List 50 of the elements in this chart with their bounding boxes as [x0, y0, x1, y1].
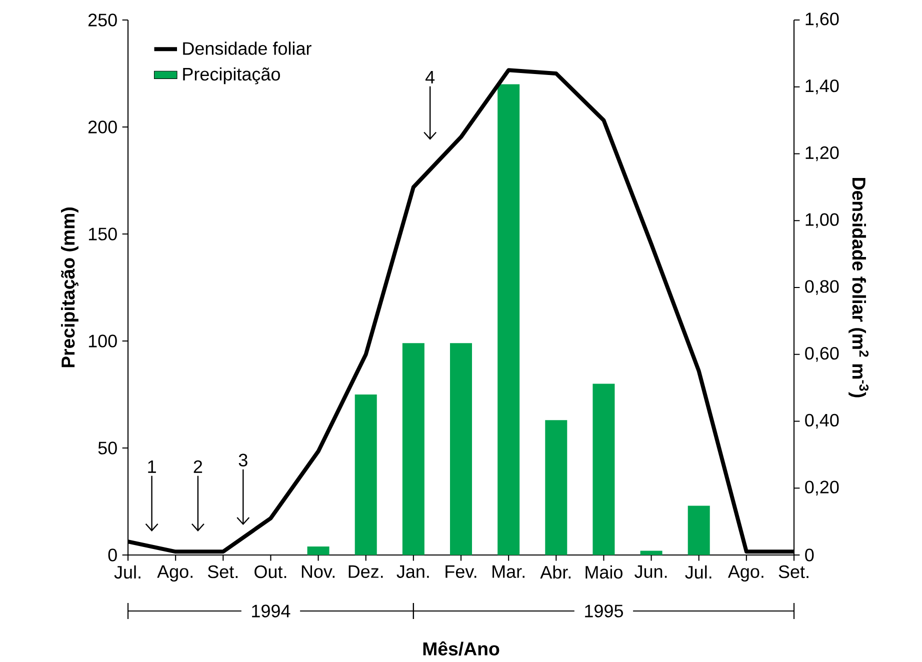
y2-tick-label: 0,20	[805, 480, 839, 496]
y2-axis-title: Densidade foliar (m$^{2}$ m$^{-3}$)	[848, 178, 869, 398]
y2-tick-label: 0	[805, 548, 814, 562]
y-tick-label: 100	[88, 334, 117, 348]
x-tick-label: Jan.	[396, 565, 429, 578]
x-tick-label: Maio	[586, 565, 622, 579]
y-tick-label: 50	[98, 442, 117, 454]
x-tick-label: Mar.	[492, 565, 524, 578]
x-tick-label: Dez.	[348, 565, 383, 578]
bar	[545, 420, 568, 555]
y2-tick-label: 1,00	[806, 213, 839, 228]
bar	[307, 546, 330, 555]
x-tick-label: Ago.	[728, 565, 764, 582]
y2-tick-label: 0,80	[805, 280, 839, 295]
legend-label: Densidade foliar	[183, 42, 312, 55]
y2-tick-label: 1,60	[806, 12, 839, 28]
bar	[354, 394, 377, 555]
bar	[592, 384, 615, 555]
x-tick-label: Abr.	[540, 565, 571, 579]
y-tick-label: 150	[88, 228, 117, 240]
x-tick-label: Out.	[254, 565, 286, 578]
x-tick-label: Set.	[778, 565, 808, 578]
y-tick-label: 200	[88, 120, 117, 134]
x-tick-label: Ago.	[157, 565, 192, 582]
x-tick-label: Fev.	[446, 565, 476, 578]
annotation: 4	[425, 71, 435, 84]
y-axis-title: Precipitação (mm)	[61, 208, 78, 368]
annotation: 3	[238, 454, 248, 466]
x-axis-title: Mês/Ano	[423, 641, 500, 656]
x-tick-label: Set.	[208, 565, 238, 578]
bar	[498, 84, 520, 555]
annotation: 1	[148, 460, 156, 473]
bar	[402, 343, 424, 555]
y2-tick-label: 1,20	[806, 146, 839, 162]
y2-tick-label: 1,40	[806, 79, 839, 94]
text: 1995	[585, 604, 623, 618]
bar	[450, 343, 472, 555]
x-tick-label: Jul.	[685, 565, 712, 579]
bar	[688, 506, 710, 555]
x-tick-label: Jun.	[634, 565, 667, 578]
y-tick-label: 0	[108, 548, 117, 562]
x-tick-label: Nov.	[302, 565, 334, 578]
x-tick-label: Jul.	[114, 565, 140, 579]
y2-tick-label: 0,60	[805, 346, 839, 362]
legend-label: Precipitação	[183, 67, 280, 84]
y2-tick-label: 0,40	[805, 414, 839, 429]
annotation: 2	[194, 460, 202, 473]
y-tick-label: 250	[88, 14, 117, 26]
bar	[640, 550, 662, 555]
text: 1994	[252, 604, 290, 618]
